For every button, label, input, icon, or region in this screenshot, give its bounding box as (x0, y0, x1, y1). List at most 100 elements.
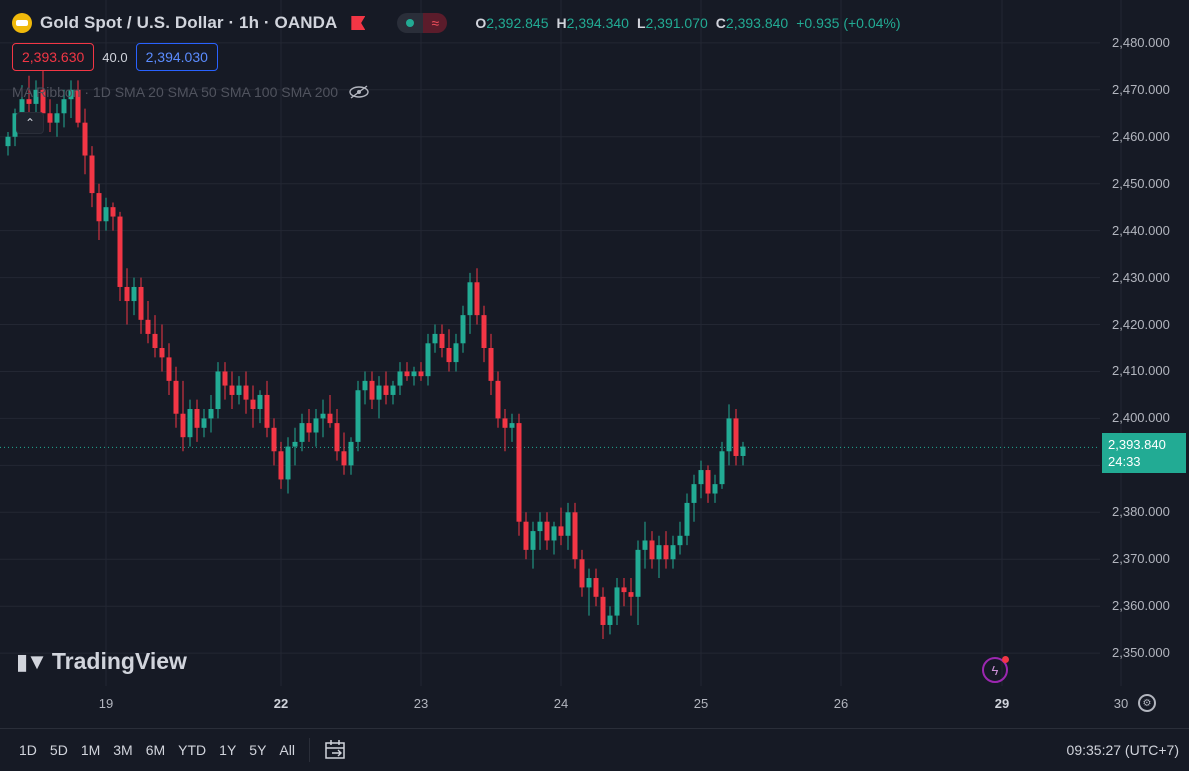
candle-body (523, 521, 529, 550)
chart-header: Gold Spot / U.S. Dollar · 1h · OANDA ≈ O… (12, 10, 901, 36)
low-value: 2,391.070 (645, 15, 708, 31)
candle (691, 474, 697, 522)
candle (61, 89, 67, 128)
candle (54, 103, 60, 137)
range-button-6m[interactable]: 6M (145, 742, 166, 758)
candle (558, 507, 564, 546)
lightning-icon[interactable]: ϟ (982, 656, 1009, 683)
price-tick-label: 2,360.000 (1112, 598, 1170, 614)
candle-body (75, 89, 81, 123)
candle (628, 578, 634, 616)
time-range-selector: 1D 5D 1M 3M 6M YTD 1Y 5Y All (19, 742, 295, 758)
candle-body (383, 385, 389, 395)
candle (180, 380, 186, 452)
range-button-3m[interactable]: 3M (113, 742, 133, 758)
candle-body (453, 343, 459, 363)
candle-body (26, 99, 32, 104)
candle-body (299, 423, 305, 442)
candle-body (229, 385, 235, 395)
range-button-5y[interactable]: 5Y (249, 742, 267, 758)
candle-body (152, 333, 158, 348)
candle (313, 409, 319, 447)
candle (47, 99, 53, 133)
candle-body (495, 380, 501, 419)
candle (222, 362, 228, 400)
candle-body (432, 333, 438, 344)
candle (614, 578, 620, 625)
candle (516, 413, 522, 536)
price-tick-label: 2,350.000 (1112, 645, 1170, 661)
candle (481, 305, 487, 363)
candle (733, 409, 739, 466)
price-tick-label: 2,450.000 (1112, 175, 1170, 191)
candle-body (369, 380, 375, 400)
market-status-pill[interactable]: ≈ (397, 13, 448, 33)
time-tick-label: 29 (994, 696, 1010, 711)
gear-icon[interactable]: ⚙ (1138, 694, 1156, 712)
sell-button[interactable]: 2,393.630 (12, 43, 95, 71)
candle-body (68, 89, 74, 100)
time-tick-label: 22 (273, 696, 289, 711)
indicator-label: MA Ribbon · 1D SMA 20 SMA 50 SMA 100 SMA… (12, 84, 339, 100)
indicator-legend[interactable]: MA Ribbon · 1D SMA 20 SMA 50 SMA 100 SMA… (12, 84, 370, 100)
candle (159, 324, 165, 372)
candle (348, 437, 354, 475)
candle-body (558, 526, 564, 536)
candle (306, 409, 312, 442)
candle-body (187, 409, 193, 438)
candle-body (33, 89, 39, 104)
flag-icon[interactable] (351, 16, 366, 30)
candle-body (271, 427, 277, 452)
high-value: 2,394.340 (566, 15, 629, 31)
buy-button[interactable]: 2,394.030 (135, 43, 218, 71)
candle-body (89, 155, 95, 194)
calendar-compare-icon[interactable] (324, 739, 348, 761)
candle (292, 427, 298, 466)
candle (278, 441, 284, 489)
range-button-1d[interactable]: 1D (19, 742, 37, 758)
candle-body (544, 521, 550, 541)
candle-body (565, 512, 571, 536)
range-button-all[interactable]: All (279, 742, 295, 758)
candle-body (320, 413, 326, 419)
candle (600, 587, 606, 640)
candle (166, 343, 172, 395)
candle-body (110, 207, 116, 217)
candle-body (579, 559, 585, 588)
range-button-1y[interactable]: 1Y (219, 742, 237, 758)
timezone-clock[interactable]: 09:35:27 (UTC+7) (1066, 742, 1179, 758)
ohlc-values: O2,392.845 H2,394.340 L2,391.070 C2,393.… (475, 15, 901, 31)
candle-body (376, 385, 382, 400)
candle-body (600, 596, 606, 625)
symbol-title[interactable]: Gold Spot / U.S. Dollar · 1h · OANDA (40, 13, 338, 32)
range-button-ytd[interactable]: YTD (178, 742, 207, 758)
candle-body (82, 122, 88, 156)
candle (607, 606, 613, 635)
candle (439, 324, 445, 358)
candle-body (418, 371, 424, 377)
candle (12, 108, 18, 147)
candle-body (341, 451, 347, 466)
candle (96, 183, 102, 241)
candle (369, 371, 375, 410)
candle-body (425, 343, 431, 377)
brand-name: TradingView (51, 648, 187, 674)
candle (229, 371, 235, 410)
chevron-up-icon[interactable]: ⌃ (16, 112, 44, 134)
candle-body (446, 348, 452, 363)
candle-body (201, 418, 207, 428)
candle (250, 385, 256, 428)
range-button-1m[interactable]: 1M (80, 742, 101, 758)
candle-body (642, 540, 648, 550)
candle-body (551, 526, 557, 541)
candle (432, 324, 438, 353)
candle (537, 512, 543, 550)
range-button-5d[interactable]: 5D (49, 742, 68, 758)
candle-body (530, 531, 536, 550)
eye-crossed-icon[interactable] (348, 85, 370, 99)
candle-body (159, 348, 165, 358)
candle (523, 512, 529, 560)
candle (327, 394, 333, 428)
candle-body (474, 282, 480, 316)
